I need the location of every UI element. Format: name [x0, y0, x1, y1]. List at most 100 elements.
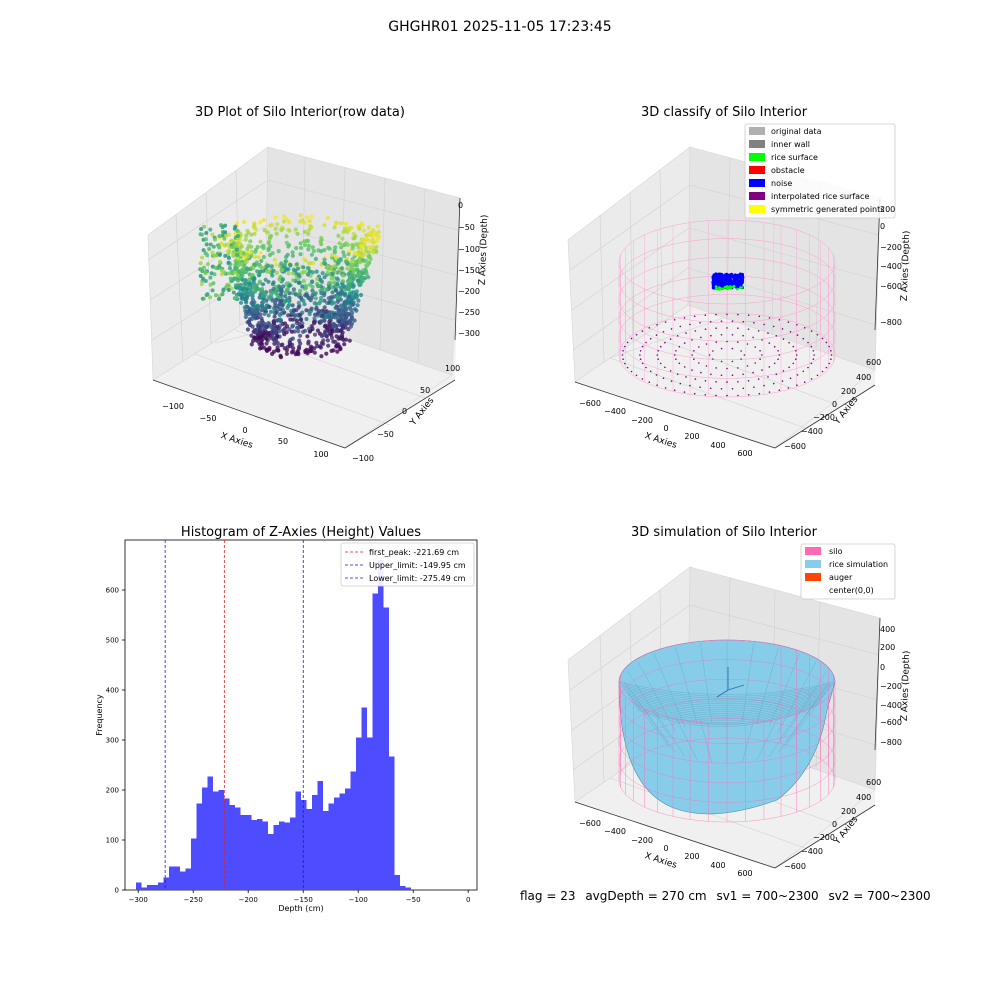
raw-point — [220, 269, 225, 273]
raw-point — [315, 328, 320, 333]
sim-legend-label: auger — [829, 573, 853, 582]
raw-point — [253, 249, 258, 255]
hist-bar — [207, 776, 213, 890]
raw-point — [231, 290, 236, 295]
classify-interpolated-point — [685, 332, 687, 334]
rice-mesh-line — [768, 710, 800, 757]
raw-point — [314, 340, 319, 345]
raw-point — [243, 237, 248, 242]
hist-bar — [185, 868, 191, 890]
raw-point — [258, 269, 263, 274]
classify-interpolated-point — [737, 313, 739, 316]
raw-point — [287, 327, 292, 332]
classify-interpolated-point — [792, 362, 795, 365]
raw-point — [283, 259, 288, 264]
raw-point — [205, 292, 210, 297]
raw-point — [301, 329, 306, 334]
raw-point — [274, 347, 280, 353]
raw-point — [213, 237, 217, 242]
raw-point — [332, 225, 337, 230]
raw-point — [357, 272, 362, 277]
classify-interpolated-point — [757, 378, 760, 380]
raw-point — [256, 255, 261, 260]
raw-point — [228, 276, 233, 281]
raw-point — [319, 354, 324, 359]
classify-interpolated-point — [624, 362, 626, 365]
classify-noise-point — [721, 275, 725, 279]
raw-point — [235, 234, 240, 238]
raw-point — [269, 336, 274, 341]
classify-interpolated-point — [704, 380, 707, 382]
classify-noise-point — [741, 276, 745, 280]
raw-point — [370, 244, 375, 249]
raw-point — [340, 336, 345, 341]
raw-point — [201, 276, 206, 281]
classify-ztick: −800 — [880, 318, 902, 327]
classify-interpolated-point — [802, 337, 805, 340]
sim-ytick: 400 — [856, 793, 871, 802]
sim-xtick: 0 — [663, 844, 668, 853]
raw-point — [244, 266, 249, 271]
classify-interpolated-point — [731, 347, 734, 350]
raw-point — [286, 267, 291, 272]
classify-legend-label: original data — [771, 127, 822, 136]
raw-point — [342, 293, 348, 298]
raw-point — [329, 335, 335, 340]
classify-interpolated-point — [757, 330, 760, 332]
raw-point — [356, 250, 362, 255]
raw-point — [264, 341, 269, 346]
sim-ytick: 200 — [841, 807, 856, 816]
hist-title: Histogram of Z-Axies (Height) Values — [181, 525, 421, 540]
raw-point — [233, 270, 237, 275]
hist-bar — [218, 790, 224, 890]
classify-interpolated-point — [641, 378, 644, 380]
raw-point — [312, 321, 317, 326]
raw-point — [277, 329, 282, 334]
classify-interpolated-point — [828, 362, 830, 365]
raw-point — [202, 224, 207, 229]
raw-point — [339, 285, 344, 290]
classify-interpolated-point — [807, 366, 809, 369]
raw-point — [269, 264, 274, 269]
raw-point — [302, 220, 307, 225]
raw-point — [312, 350, 317, 355]
raw-point — [227, 232, 232, 237]
classify-interpolated-point — [715, 367, 717, 369]
raw-point — [312, 346, 317, 351]
classify-interpolated-point — [830, 354, 833, 356]
raw-point — [329, 253, 335, 258]
raw-xtick: −50 — [200, 414, 217, 423]
hist-bar — [213, 791, 219, 890]
raw-point — [266, 313, 271, 318]
raw-point — [311, 260, 316, 265]
raw-point — [291, 308, 296, 313]
raw-point — [213, 265, 218, 270]
classify-legend-label: obstacle — [771, 166, 805, 175]
raw-point — [234, 243, 239, 248]
raw-point — [210, 250, 215, 255]
classify-interpolated-point — [720, 374, 723, 377]
classify-rice-surface-point — [722, 287, 725, 291]
raw-ztick: −150 — [458, 266, 480, 275]
classify-legend-swatch — [749, 140, 765, 148]
classify-interpolated-point — [752, 371, 754, 374]
hist-xtick-label: −150 — [294, 896, 313, 904]
raw-point — [309, 324, 314, 329]
raw-point — [226, 288, 231, 292]
raw-point — [203, 251, 208, 256]
classify-interpolated-point — [747, 328, 750, 331]
classify-interpolated-point — [726, 367, 728, 370]
classify-interpolated-point — [763, 323, 765, 326]
classify-interpolated-point — [795, 358, 797, 361]
raw-point — [290, 303, 295, 308]
raw-point — [204, 231, 209, 235]
raw-point — [264, 336, 269, 341]
panel-classify-3d: 3D classify of Silo Interior — [567, 105, 912, 458]
raw-point — [233, 224, 238, 229]
classify-interpolated-point — [664, 341, 666, 344]
raw-point — [327, 322, 332, 327]
raw-point — [324, 334, 329, 339]
raw-point — [258, 239, 263, 244]
classify-interpolated-point — [795, 354, 798, 356]
classify-interpolated-point — [825, 341, 828, 344]
